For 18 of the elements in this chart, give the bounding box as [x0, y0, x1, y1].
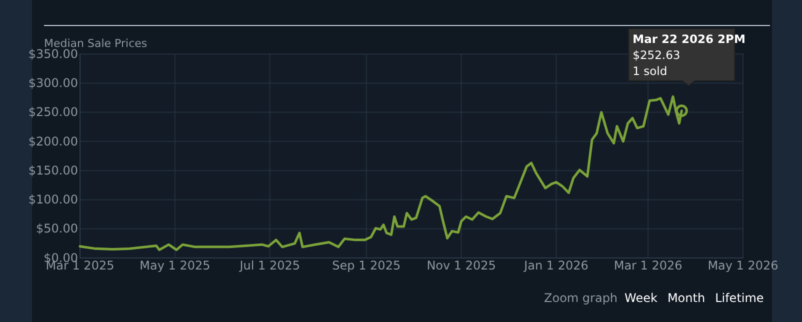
x-tick-label: Nov 1 2025: [426, 258, 496, 273]
x-tick-label: May 1 2026: [708, 258, 778, 273]
text: Month: [667, 291, 706, 305]
y-tick-label: $300.00: [28, 76, 78, 90]
text: Zoom graph: [544, 291, 618, 305]
y-tick-label: $50.00: [36, 222, 78, 236]
x-tick-label: Jul 1 2025: [238, 258, 300, 273]
y-tick-label: $150.00: [28, 163, 78, 178]
x-tick-label: Jan 1 2026: [523, 258, 588, 273]
x-tick-label: Mar 1 2026: [614, 258, 682, 273]
text: Lifetime: [715, 291, 764, 305]
y-tick-label: $200.00: [28, 134, 78, 148]
y-tick-label: $100.00: [28, 192, 78, 207]
x-tick-label: Sep 1 2025: [332, 258, 401, 273]
annotation: Mar 22 2026 2PM $252.63 1 sold: [632, 32, 746, 78]
y-tick-label: $250.00: [28, 105, 78, 120]
text: Week: [624, 291, 658, 305]
x-tick-label: May 1 2025: [140, 258, 210, 273]
